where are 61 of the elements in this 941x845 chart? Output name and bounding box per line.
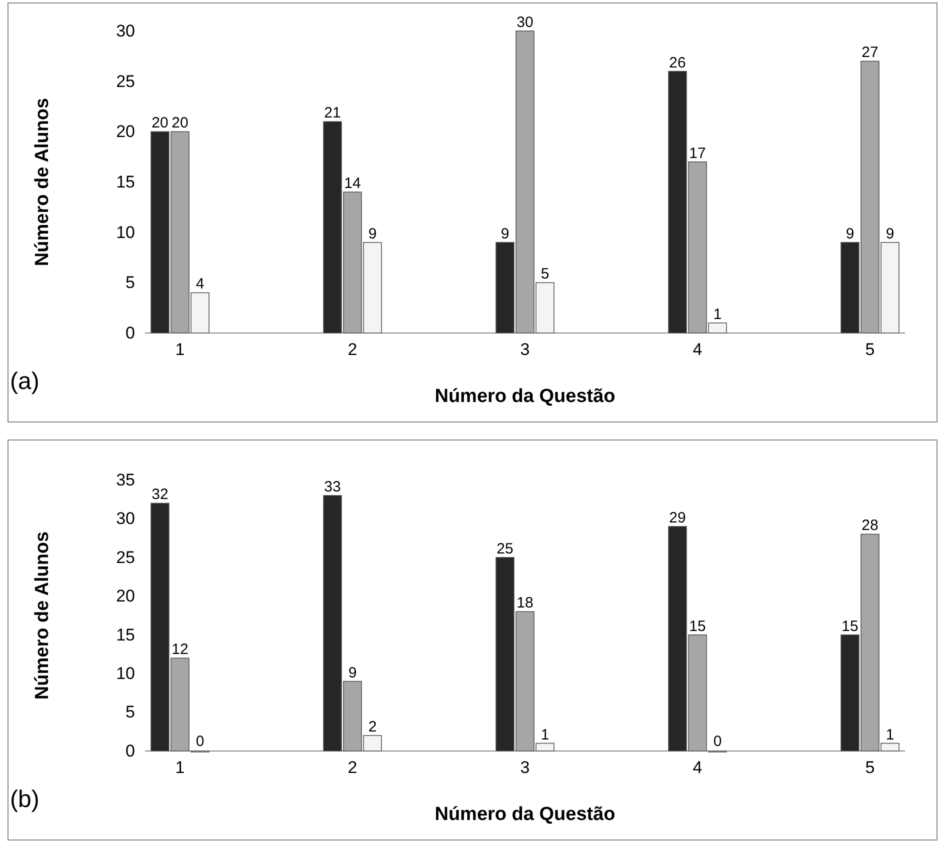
data-label: 26 <box>669 54 686 72</box>
data-label: 15 <box>842 618 858 635</box>
data-label: 9 <box>368 225 377 242</box>
y-tick-label: 20 <box>116 586 135 606</box>
data-label: 1 <box>540 726 550 744</box>
data-label: 4 <box>196 276 204 293</box>
x-axis-title: Número da Questão <box>434 386 616 407</box>
data-label: 0 <box>713 733 722 750</box>
y-tick-label: 35 <box>116 470 135 490</box>
data-label: 9 <box>886 225 894 242</box>
data-label: 1 <box>886 726 894 744</box>
y-tick-label: 30 <box>116 21 135 40</box>
data-label: 33 <box>324 478 341 496</box>
text: (b) <box>10 786 40 813</box>
text: (a) <box>10 368 40 395</box>
data-label: 12 <box>172 641 188 658</box>
x-tick-label: 4 <box>692 758 702 778</box>
data-label: 27 <box>862 44 878 62</box>
data-label: 14 <box>344 175 361 192</box>
data-label: 20 <box>152 114 168 132</box>
y-tick-label: 10 <box>116 664 135 684</box>
data-label: 9 <box>500 225 510 242</box>
data-label: 20 <box>172 114 188 132</box>
data-label: 1 <box>713 306 722 323</box>
data-label: 2 <box>368 718 377 736</box>
y-tick-label: 20 <box>116 122 135 142</box>
x-tick-label: 1 <box>175 340 185 360</box>
x-tick-label: 1 <box>175 758 185 778</box>
y-tick-label: 0 <box>126 741 135 760</box>
data-label: 30 <box>516 14 534 31</box>
data-label: 21 <box>324 104 341 122</box>
data-label: 32 <box>152 486 168 504</box>
y-tick-label: 5 <box>126 273 135 292</box>
x-tick-label: 2 <box>348 340 358 360</box>
data-label: 9 <box>846 225 854 242</box>
y-tick-label: 0 <box>126 323 135 342</box>
x-tick-label: 5 <box>865 758 875 778</box>
data-label: 28 <box>862 517 878 534</box>
y-tick-label: 15 <box>116 625 135 644</box>
data-label: 25 <box>496 540 514 558</box>
x-tick-label: 3 <box>520 758 530 778</box>
data-label: 29 <box>669 509 686 526</box>
y-tick-label: 10 <box>116 222 135 242</box>
data-label: 18 <box>516 594 534 612</box>
data-label: 15 <box>689 618 706 635</box>
data-label: 17 <box>689 144 706 162</box>
y-axis-title: Número de Alunos <box>32 531 53 700</box>
y-tick-label: 5 <box>126 702 135 722</box>
data-label: 0 <box>196 733 204 750</box>
y-tick-label: 30 <box>116 509 135 528</box>
data-label: 9 <box>348 664 357 682</box>
x-axis-title: Número da Questão <box>434 804 616 825</box>
x-tick-label: 4 <box>692 340 702 360</box>
y-tick-label: 25 <box>116 548 135 567</box>
x-tick-label: 2 <box>348 758 358 778</box>
y-axis-title: Número de Alunos <box>32 98 53 266</box>
y-tick-label: 15 <box>116 172 135 192</box>
data-label: 5 <box>540 266 550 283</box>
x-tick-label: 3 <box>520 340 530 360</box>
x-tick-label: 5 <box>865 340 875 360</box>
y-tick-label: 25 <box>116 72 135 91</box>
